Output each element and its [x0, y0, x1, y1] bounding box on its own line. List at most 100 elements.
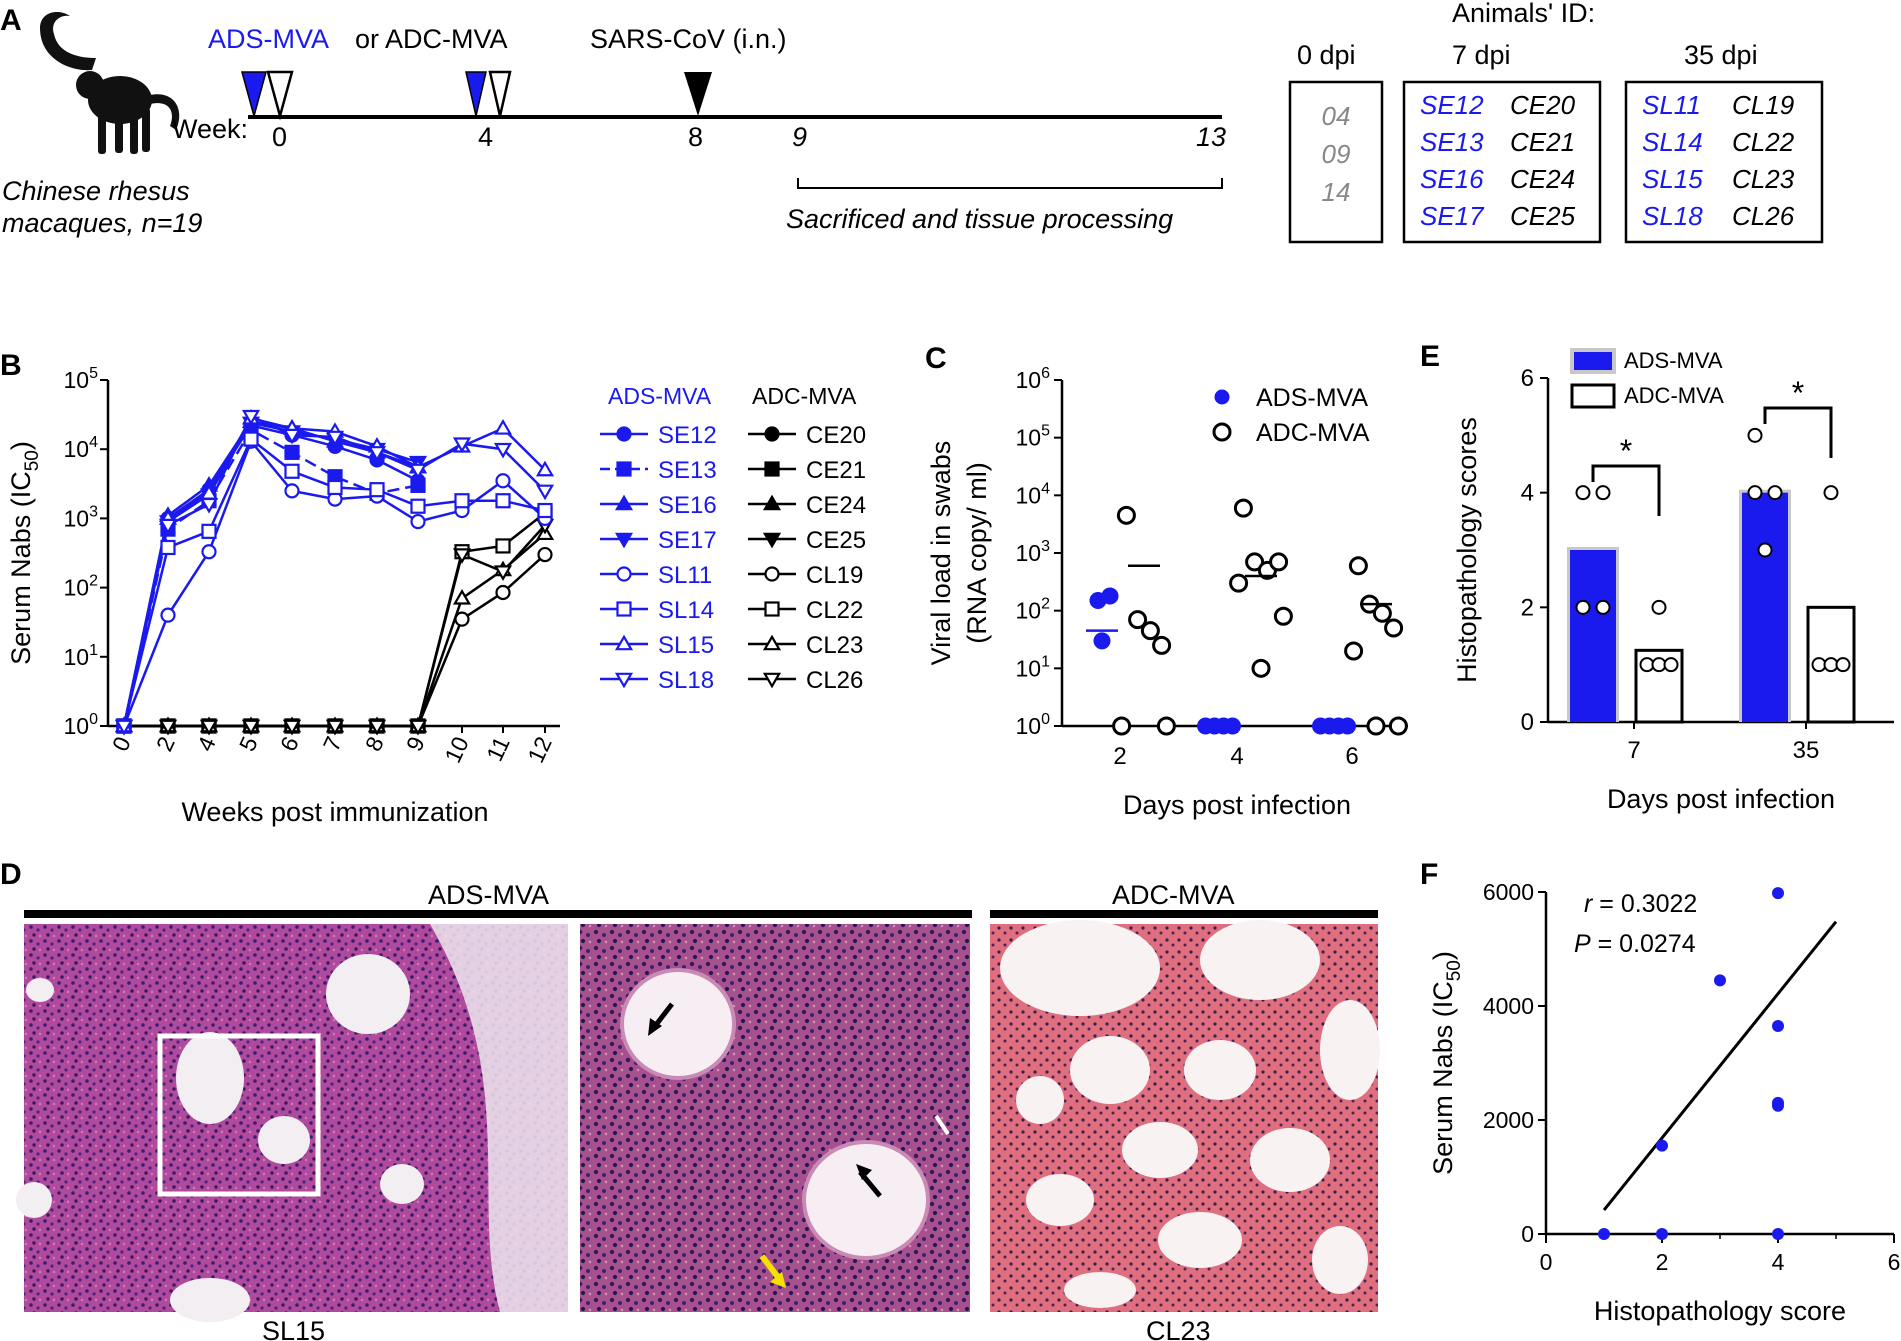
legend-marker-CL22	[764, 601, 780, 617]
e-dot-adc-35-0	[1823, 485, 1839, 501]
b-point-SL18-w0	[114, 719, 134, 736]
week-13: 13	[1196, 122, 1226, 152]
animal-id-SE17: SE17	[1420, 201, 1485, 231]
adc-dose-week0-marker	[266, 70, 294, 121]
legend-marker-SL14	[616, 601, 632, 617]
e-dot-ads-7-0	[1575, 485, 1591, 501]
b-point-SL14-w9	[410, 498, 426, 514]
b-point-SL14-w11	[495, 493, 511, 509]
legend-label-CL26: CL26	[806, 667, 863, 694]
e-sig-star-7: *	[1620, 433, 1632, 469]
c-ytick-3: 103	[1016, 538, 1051, 566]
week-4: 4	[478, 122, 493, 152]
sacrifice-bracket	[797, 178, 1223, 189]
e-dot-adc-7-3	[1663, 657, 1679, 673]
f-regression-line	[1602, 920, 1838, 1212]
chart-c-viral-load: 100 101 102 103 104 105 106 2 4 6 Viral load in sw…	[926, 365, 1408, 820]
b-line-SL15	[122, 416, 546, 727]
b-point-SL18-w8	[367, 446, 387, 462]
b-point-CL19-w12	[537, 546, 553, 563]
e-dot-ads-35-0	[1747, 427, 1763, 443]
b-point-SL14-w12	[537, 502, 553, 519]
c-point-ADC-MVA-d6-15	[1372, 603, 1392, 623]
animal-id-SL14: SL14	[1642, 127, 1703, 157]
panel-letter-d: D	[0, 858, 22, 891]
f-ytick-2000: 2000	[1483, 1107, 1534, 1133]
b-point-SL11-w11	[495, 473, 511, 489]
animal-id-SL11: SL11	[1642, 90, 1701, 120]
legend-marker-CL19	[764, 566, 780, 582]
adc-dose-week4-marker	[488, 70, 512, 117]
c-legend-marker-adc	[1212, 422, 1232, 442]
legend-label-CE20: CE20	[806, 422, 866, 449]
f-xtick-4: 4	[1772, 1249, 1785, 1275]
c-point-ADC-MVA-d2-4	[1112, 716, 1132, 736]
f-xtick-0: 0	[1540, 1249, 1553, 1275]
animal-id-CE24: CE24	[1510, 164, 1575, 194]
legend-marker-CL26	[762, 672, 782, 689]
f-point-5	[1772, 1019, 1784, 1032]
panel-letter-e: E	[1420, 340, 1440, 373]
b-ytick-0: 100	[64, 711, 99, 739]
b-point-CL26-w2	[158, 719, 178, 736]
week-9: 9	[792, 122, 807, 152]
animal-id-SE12: SE12	[1420, 90, 1484, 120]
b-point-SL18-w4	[199, 497, 219, 514]
f-point-3	[1714, 974, 1726, 987]
c-point-ADC-MVA-d2-3	[1152, 635, 1172, 655]
b-point-SL18-w10	[452, 437, 472, 454]
ads-dose-week4-marker	[465, 71, 487, 117]
b-ytick-4: 104	[64, 434, 99, 462]
histology-label-cl23: CL23	[1146, 1316, 1211, 1341]
e-ytick-6: 6	[1521, 365, 1534, 392]
e-ytick-0: 0	[1521, 709, 1534, 736]
legend-label-CE24: CE24	[806, 492, 866, 519]
legend-label-SL11: SL11	[658, 562, 712, 589]
group-0dpi-box	[1288, 80, 1384, 244]
f-point-7	[1772, 1099, 1784, 1112]
animal-id-CE21: CE21	[1510, 127, 1575, 157]
dpi-0-label: 0 dpi	[1297, 40, 1356, 70]
vaccine-or-label: or ADC-MVA	[355, 24, 508, 54]
b-point-SL14-w2	[160, 539, 176, 556]
white-arrow-icon	[934, 1114, 950, 1136]
c-y-label-2: (RNA copy/ ml)	[962, 462, 992, 644]
species-line1: Chinese rhesus	[2, 176, 190, 206]
c-point-ADC-MVA-d2-1	[1128, 610, 1148, 630]
panel-e: E 0 2 4 6 7 35 Histopathology scores Days post …	[1420, 340, 1894, 814]
b-point-SL18-w12	[535, 484, 555, 501]
b-point-CL26-w6	[282, 719, 302, 736]
panel-letter-f: F	[1420, 858, 1438, 891]
b-point-SL14-w6	[284, 463, 300, 479]
b-point-SE13-w6	[284, 444, 300, 460]
animal-id-SL15: SL15	[1642, 164, 1703, 194]
f-xtick-6: 6	[1888, 1249, 1901, 1275]
b-ytick-3: 103	[64, 503, 99, 531]
panel-letter-b: B	[0, 349, 22, 382]
legend-label-SE17: SE17	[658, 527, 717, 554]
dpi-35-label: 35 dpi	[1684, 40, 1758, 70]
legend-marker-CE25	[762, 532, 782, 549]
b-point-SL18-w9	[408, 463, 428, 480]
legend-label-CL19: CL19	[806, 562, 863, 589]
b-point-SL18-w5	[241, 409, 261, 426]
animal-id-04: 04	[1322, 101, 1351, 131]
c-point-ADC-MVA-d4-9	[1269, 552, 1289, 572]
histology-image-sl15-low	[16, 924, 568, 1322]
c-ytick-2: 102	[1016, 596, 1051, 624]
b-line-CL19	[124, 553, 546, 728]
black-arrow-2-head	[856, 1164, 872, 1180]
e-dot-ads-35-2	[1767, 485, 1783, 501]
b-xtick-6: 6	[275, 733, 304, 756]
c-point-ADC-MVA-d6-19	[1366, 716, 1386, 736]
legend-marker-SE13	[616, 461, 632, 477]
black-arrow-1-head	[648, 1018, 662, 1036]
legend-marker-SL11	[616, 566, 632, 582]
b-line-SE17	[122, 421, 419, 727]
b-xtick-11: 11	[481, 733, 515, 766]
f-xtick-2: 2	[1656, 1249, 1669, 1275]
chart-b-neutralizing-antibodies: 100 101 102 103 104 105 0 2 4 5 6 7 8 9 10 11 12 Serum Na…	[6, 365, 560, 827]
b-point-SL14-w8	[369, 482, 385, 498]
legend-marker-CE24	[762, 494, 782, 511]
c-point-ADC-MVA-d6-13	[1348, 556, 1368, 576]
